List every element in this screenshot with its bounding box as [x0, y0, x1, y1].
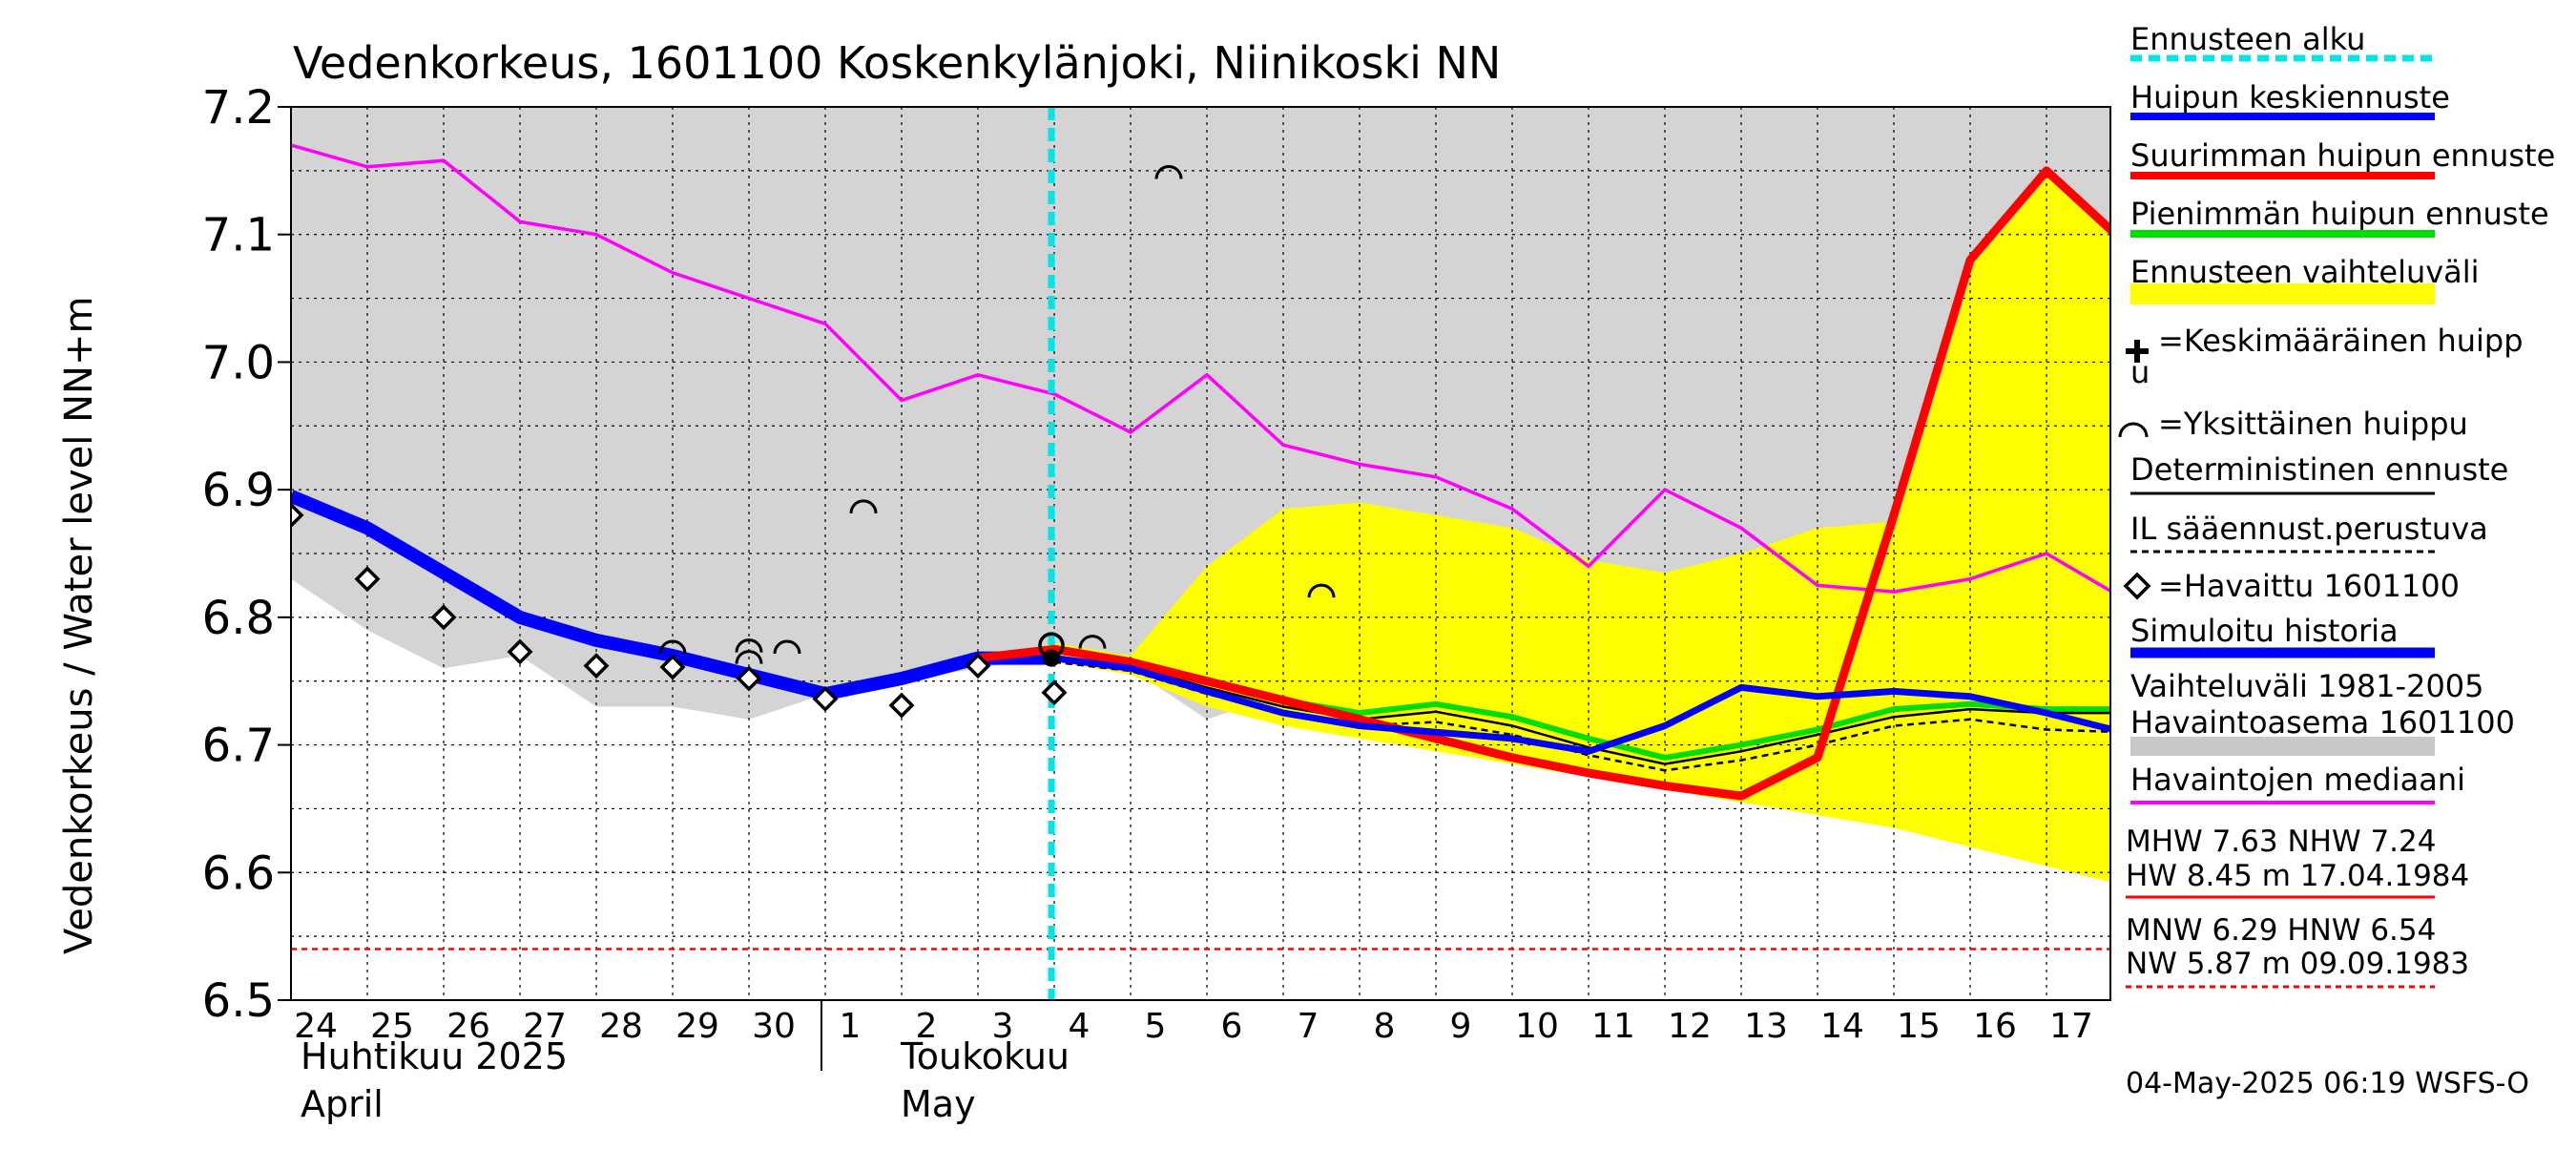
legend-label: Deterministinen ennuste: [2130, 451, 2508, 488]
observed-point: [736, 665, 762, 692]
y-tick-label: 7.0: [202, 336, 275, 389]
x-day-label: 1: [840, 1007, 862, 1046]
x-day-label: 7: [1298, 1007, 1319, 1046]
single-peak-marker: [1078, 635, 1107, 649]
x-day-label: 11: [1591, 1007, 1635, 1046]
stats-line-2: HW 8.45 m 17.04.1984: [2126, 859, 2469, 893]
observed-point: [659, 654, 686, 680]
x-day-label: 25: [370, 1007, 414, 1046]
legend-label: Havaintojen mediaani: [2130, 762, 2465, 798]
x-day-label: 26: [447, 1007, 490, 1046]
single-peak-marker: [735, 650, 763, 664]
x-day-label: 14: [1820, 1007, 1864, 1046]
x-day-label: 17: [2049, 1007, 2093, 1046]
series-line-median: [291, 143, 2110, 594]
legend-label: =Keskimääräinen huipp: [2158, 323, 2524, 359]
x-day-label: 12: [1668, 1007, 1712, 1046]
x-day-label: 30: [752, 1007, 796, 1046]
x-day-label: 13: [1744, 1007, 1788, 1046]
legend-label: Suurimman huipun ennuste: [2130, 137, 2555, 174]
single-peak-markers: [658, 165, 1336, 664]
mean-peak-marker-fill: [1043, 649, 1060, 667]
x-day-label: 3: [992, 1007, 1014, 1046]
y-tick-label: 6.7: [202, 720, 275, 773]
y-axis-label: Vedenkorkeus / Water level NN+m: [57, 297, 101, 954]
single-peak-marker: [1307, 583, 1336, 598]
y-tick-label: 7.2: [202, 81, 275, 135]
legend-label: u: [2130, 354, 2150, 390]
x-day-label: 10: [1515, 1007, 1559, 1046]
single-peak-marker: [1154, 165, 1183, 179]
legend-diamond-icon: [2123, 572, 2151, 600]
x-day-label: 28: [599, 1007, 643, 1046]
y-tick-label: 7.1: [202, 209, 275, 262]
x-day-label: 27: [523, 1007, 567, 1046]
stats-block: MHW 7.63 NHW 7.24 HW 8.45 m 17.04.1984 M…: [2126, 825, 2469, 989]
series-line-il-forecast: [1053, 660, 2110, 772]
legend: Ennusteen alku Huipun keskiennuste Suurimm…: [2118, 21, 2555, 804]
observed-point: [430, 604, 457, 631]
observed-point: [888, 692, 915, 719]
x-axis-day-labels: 24 25 26 27 28 29 30 1 2 3 4 5 6 7 8 9 10 11 12 13 14 15 16 17: [294, 1007, 2093, 1046]
stats-line-4: NW 5.87 m 09.09.1983: [2126, 947, 2469, 981]
legend-label: IL sääennust.perustuva: [2130, 511, 2488, 547]
stats-line-3: MNW 6.29 HNW 6.54: [2126, 913, 2436, 948]
x-day-label: 24: [294, 1007, 338, 1046]
stats-line-1: MHW 7.63 NHW 7.24: [2126, 825, 2436, 859]
month-label-may-en: May: [901, 1083, 976, 1125]
observed-point: [583, 653, 610, 679]
chart-title: Vedenkorkeus, 1601100 Koskenkylänjoki, N…: [293, 37, 1501, 89]
single-peak-marker: [849, 499, 878, 513]
x-day-label: 6: [1221, 1007, 1243, 1046]
x-day-label: 2: [916, 1007, 938, 1046]
legend-label: Pienimmän huipun ennuste: [2130, 196, 2549, 232]
legend-label: Havaintoasema 1601100: [2130, 704, 2515, 741]
y-tick-label: 6.5: [202, 974, 275, 1028]
legend-label: =Yksittäinen huippu: [2158, 406, 2468, 442]
observed-markers: [291, 502, 1068, 719]
legend-label: Vaihteluväli 1981-2005: [2130, 668, 2484, 704]
legend-label: Huipun keskiennuste: [2130, 79, 2450, 115]
series-line-max-peak: [977, 166, 2110, 801]
month-label-may-fi: Toukokuu: [900, 1035, 1070, 1077]
legend-label: Ennusteen alku: [2130, 21, 2365, 57]
observed-point: [965, 653, 991, 679]
month-label-april-fi: Huhtikuu 2025: [301, 1035, 568, 1077]
month-label-april-en: April: [301, 1083, 384, 1125]
observed-point: [1041, 679, 1068, 706]
x-day-label: 9: [1450, 1007, 1472, 1046]
series-line-deterministic: [1053, 657, 2110, 765]
plot-area: [291, 107, 2110, 1000]
plot-frame: [290, 106, 2111, 1001]
observed-point: [291, 502, 304, 529]
footer-timestamp: 04-May-2025 06:19 WSFS-O: [2126, 1067, 2529, 1100]
legend-label: =Havaittu 1601100: [2158, 568, 2460, 604]
observed-point: [354, 566, 381, 593]
observed-point: [507, 638, 533, 665]
legend-label: Simuloitu historia: [2130, 613, 2399, 649]
y-axis-ticks: 6.5 6.6 6.7 6.8 6.9 7.0 7.1 7.2: [202, 81, 291, 1028]
x-day-label: 5: [1145, 1007, 1167, 1046]
y-tick-label: 6.6: [202, 846, 275, 900]
y-tick-label: 6.9: [202, 464, 275, 517]
x-day-label: 8: [1374, 1007, 1396, 1046]
legend-plus-icon: [2126, 340, 2149, 363]
x-day-label: 4: [1069, 1007, 1091, 1046]
single-peak-marker: [773, 639, 801, 655]
y-tick-label: 6.8: [202, 592, 275, 645]
observed-point: [812, 685, 839, 712]
legend-arc-icon: [2118, 422, 2149, 438]
x-day-label: 29: [675, 1007, 719, 1046]
x-day-label: 15: [1897, 1007, 1941, 1046]
x-day-label: 16: [1973, 1007, 2017, 1046]
series-line-mean-peak: [1053, 655, 2110, 755]
single-peak-marker: [735, 638, 763, 653]
single-peak-marker: [658, 639, 687, 655]
